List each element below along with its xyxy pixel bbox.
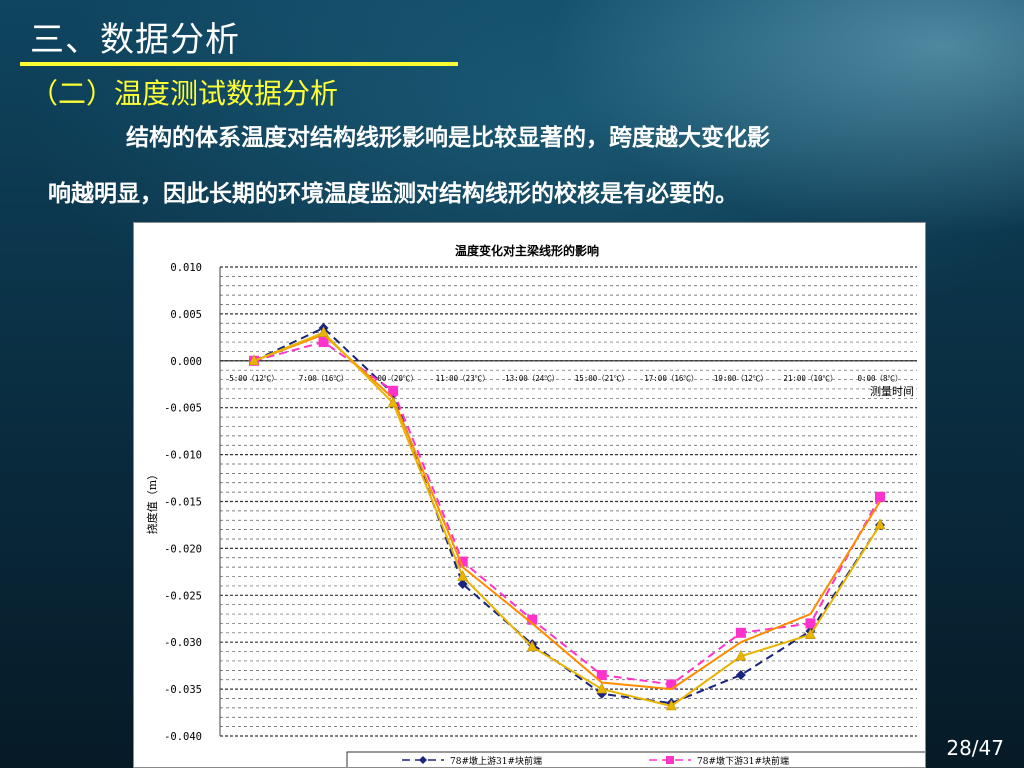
section-title: 三、数据分析 [30, 20, 240, 60]
paragraph-line-1: 结构的体系温度对结构线形影响是比较显著的，跨度越大变化影 [126, 125, 770, 151]
series-4-point [735, 649, 747, 661]
series-4-point [596, 682, 608, 694]
series-2-point [875, 491, 885, 502]
x-tick-label: 11:00（23℃） [436, 374, 490, 383]
y-tick-label: -0.005 [164, 403, 202, 415]
series-1-point [735, 670, 746, 681]
x-axis-label: 测量时间 [870, 385, 914, 398]
y-tick-label: 0.000 [170, 356, 202, 368]
series-4-point [665, 699, 677, 711]
series-2-point [805, 618, 816, 629]
y-tick-label: -0.025 [164, 590, 202, 602]
chart-container: 温度变化对主梁线形的影响 0.010 0.005 0.000 -0.005 -0.010 -… [133, 222, 926, 768]
x-tick-label: 9:00（20℃） [368, 374, 418, 383]
chart-title: 温度变化对主梁线形的影响 [455, 243, 599, 258]
series-2-point [388, 385, 399, 396]
series-4-point [874, 518, 886, 530]
series-4-point [457, 569, 469, 581]
series-1-point [457, 579, 468, 590]
paragraph-line-2: 响越明显，因此长期的环境温度监测对结构线形的校核是有必要的。 [48, 181, 738, 207]
series-2-point [457, 556, 468, 567]
series-4-point [387, 396, 399, 408]
series-4-point [805, 628, 816, 639]
deflection-line-chart: 温度变化对主梁线形的影响 0.010 0.005 0.000 -0.005 -0.010 -… [145, 243, 925, 767]
x-tick-label: 13:00（24℃） [505, 374, 559, 383]
y-tick-label: 0.010 [170, 262, 202, 274]
x-tick-label: 15:00（21℃） [575, 374, 629, 383]
series-4-point [526, 640, 538, 652]
legend-label-1: 78#墩上游31#块前端 [450, 755, 542, 767]
y-tick-label: -0.035 [164, 684, 202, 696]
series-2-point [666, 679, 677, 690]
y-tick-label: 0.005 [170, 309, 202, 321]
series-line-1 [253, 326, 881, 705]
series-2-point [735, 627, 746, 638]
y-tick-label: -0.040 [164, 731, 202, 743]
series-2-point [527, 614, 538, 625]
series-4-point [248, 354, 260, 366]
legend-label-2: 78#墩下游31#块前端 [697, 755, 789, 767]
series-2-point [318, 337, 329, 348]
title-underline [20, 62, 458, 66]
subsection-title: （二）温度测试数据分析 [30, 77, 339, 110]
y-tick-label: -0.010 [164, 450, 202, 462]
legend-box [346, 751, 925, 767]
x-tick-label: 17:00（16℃） [644, 374, 698, 383]
series-4-point [318, 326, 329, 337]
series-line-4 [253, 331, 881, 708]
y-tick-label: -0.020 [164, 543, 202, 555]
y-tick-label: -0.015 [164, 497, 202, 509]
x-tick-label: 19:00（12℃） [714, 374, 768, 383]
x-tick-label: 7:00（16℃） [299, 374, 349, 383]
x-tick-label: 0:00（8℃） [857, 374, 902, 383]
y-tick-label: -0.030 [164, 637, 202, 649]
legend-marker-2 [666, 756, 674, 764]
page-number: 28/47 [946, 736, 1004, 760]
y-axis-label: 挠度值（m） [145, 469, 159, 534]
series-2-point [596, 670, 607, 681]
x-tick-label: 21:00（10℃） [783, 374, 837, 383]
legend-marker-1 [419, 756, 427, 764]
x-tick-label: 5:00（12℃） [229, 374, 279, 383]
series-line-3 [253, 333, 881, 691]
